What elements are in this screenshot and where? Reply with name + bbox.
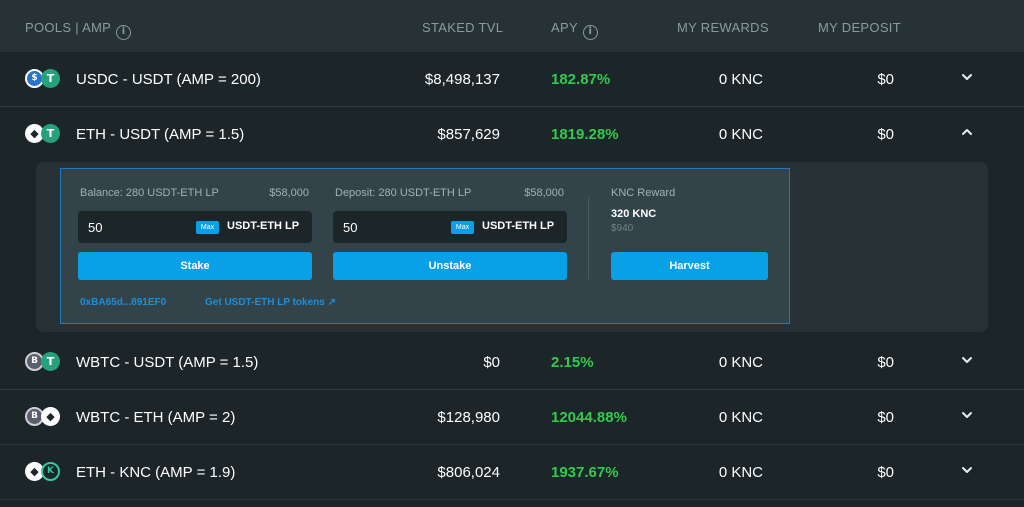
info-icon[interactable]: i (582, 25, 598, 40)
pool-deposit: $0 (877, 409, 894, 426)
pool-tvl: $857,629 (437, 126, 500, 143)
info-icon[interactable]: i (116, 25, 132, 40)
pool-row-eth-usdt[interactable]: ◆ T ETH - USDT (AMP = 1.5) $857,629 1819… (0, 107, 1024, 162)
usdt-icon: T (41, 352, 60, 371)
pool-tvl: $8,498,137 (424, 71, 500, 88)
pool-name: WBTC - ETH (AMP = 2) (76, 409, 236, 426)
pool-row-wbtc-eth[interactable]: B ◆ WBTC - ETH (AMP = 2) $128,980 12044.… (0, 390, 1024, 445)
panel-divider (588, 197, 589, 279)
pool-tvl: $0 (483, 354, 500, 371)
pool-rewards: 0 KNC (718, 126, 763, 143)
pool-tvl: $806,024 (437, 464, 500, 481)
header-pools: POOLS | AMP i (25, 20, 132, 40)
pool-name: WBTC - USDT (AMP = 1.5) (76, 354, 259, 371)
balance-label: Balance: 280 USDT-ETH LP (80, 187, 219, 199)
header-staked-tvl: STAKED TVL (422, 20, 504, 35)
header-pools-label: POOLS | AMP (25, 20, 112, 35)
token-pair-icons: ◆ T (25, 124, 65, 144)
pool-deposit: $0 (877, 354, 894, 371)
pool-deposit: $0 (877, 464, 894, 481)
pool-apy: 12044.88% (551, 409, 627, 426)
table-header: POOLS | AMP i STAKED TVL APY i MY REWARDS … (0, 0, 1024, 52)
chevron-down-icon[interactable] (958, 406, 976, 424)
eth-icon: ◆ (41, 407, 60, 426)
usdt-icon: T (41, 69, 60, 88)
lp-token-label: USDT-ETH LP (227, 220, 300, 232)
pool-apy: 2.15% (551, 354, 594, 371)
chevron-down-icon[interactable] (958, 461, 976, 479)
pool-row-wbtc-usdt[interactable]: B T WBTC - USDT (AMP = 1.5) $0 2.15% 0 K… (0, 335, 1024, 390)
pool-rewards: 0 KNC (718, 464, 763, 481)
token-pair-icons: B T (25, 352, 65, 372)
stake-amount-input[interactable] (88, 211, 188, 243)
pool-deposit: $0 (877, 126, 894, 143)
header-my-deposit: MY DEPOSIT (818, 20, 901, 35)
chevron-down-icon[interactable] (958, 68, 976, 86)
unstake-amount-input[interactable] (343, 211, 443, 243)
unstake-button[interactable]: Unstake (333, 252, 567, 280)
get-lp-tokens-link[interactable]: Get USDT-ETH LP tokens ↗ (205, 297, 336, 308)
header-apy-label: APY (551, 20, 578, 35)
eth-icon: ◆ (25, 124, 44, 143)
chevron-up-icon[interactable] (958, 123, 976, 141)
stake-panel: Balance: 280 USDT-ETH LP $58,000 Deposit… (60, 168, 790, 324)
usdt-icon: T (41, 124, 60, 143)
header-apy: APY i (551, 20, 598, 40)
unstake-max-button[interactable]: Max (451, 221, 474, 234)
pool-apy: 182.87% (551, 71, 611, 88)
deposit-label: Deposit: 280 USDT-ETH LP (335, 187, 472, 199)
knc-icon: K (41, 462, 60, 481)
stake-amount-box: Max USDT-ETH LP (78, 211, 312, 243)
pool-deposit: $0 (877, 71, 894, 88)
token-pair-icons: $ T (25, 69, 65, 89)
pool-rewards: 0 KNC (718, 71, 763, 88)
stake-button[interactable]: Stake (78, 252, 312, 280)
knc-reward-amount: 320 KNC (611, 208, 657, 220)
deposit-usd: $58,000 (524, 187, 564, 199)
chevron-down-icon[interactable] (958, 351, 976, 369)
unstake-amount-box: Max USDT-ETH LP (333, 211, 567, 243)
token-pair-icons: B ◆ (25, 407, 65, 427)
pool-apy: 1819.28% (551, 126, 619, 143)
contract-address-link[interactable]: 0xBA65d...891EF0 (80, 297, 167, 308)
eth-icon: ◆ (25, 462, 44, 481)
pool-row-usdc-usdt[interactable]: $ T USDC - USDT (AMP = 200) $8,498,137 1… (0, 52, 1024, 107)
knc-reward-usd: $940 (611, 223, 634, 234)
pool-row-eth-knc[interactable]: ◆ K ETH - KNC (AMP = 1.9) $806,024 1937.… (0, 445, 1024, 500)
knc-reward-label: KNC Reward (611, 187, 676, 199)
pool-name: USDC - USDT (AMP = 200) (76, 71, 261, 88)
balance-usd: $58,000 (269, 187, 309, 199)
header-my-rewards: MY REWARDS (677, 20, 769, 35)
lp-token-label: USDT-ETH LP (482, 220, 555, 232)
pool-rewards: 0 KNC (718, 354, 763, 371)
pool-tvl: $128,980 (437, 409, 500, 426)
pool-apy: 1937.67% (551, 464, 619, 481)
pool-rewards: 0 KNC (718, 409, 763, 426)
token-pair-icons: ◆ K (25, 462, 65, 482)
stake-max-button[interactable]: Max (196, 221, 219, 234)
pool-name: ETH - KNC (AMP = 1.9) (76, 464, 236, 481)
wbtc-icon: B (25, 352, 44, 371)
pool-name: ETH - USDT (AMP = 1.5) (76, 126, 245, 143)
harvest-button[interactable]: Harvest (611, 252, 768, 280)
